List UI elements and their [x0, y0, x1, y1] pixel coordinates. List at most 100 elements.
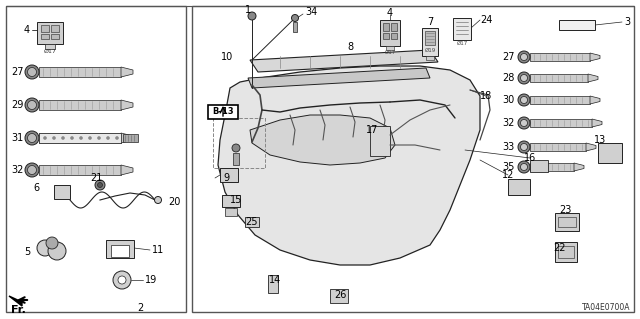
- Circle shape: [520, 120, 527, 127]
- Circle shape: [232, 144, 240, 152]
- Circle shape: [28, 68, 36, 77]
- Bar: [530, 53, 590, 61]
- Polygon shape: [586, 143, 596, 151]
- Bar: [225, 208, 237, 216]
- Circle shape: [518, 161, 530, 173]
- Bar: [192, 6, 634, 312]
- Bar: [555, 242, 577, 262]
- Bar: [453, 18, 471, 40]
- Polygon shape: [590, 96, 600, 104]
- Circle shape: [520, 75, 527, 81]
- Bar: [422, 28, 438, 56]
- Text: 33: 33: [503, 142, 515, 152]
- Bar: [383, 33, 389, 39]
- Text: 5: 5: [24, 247, 30, 257]
- Bar: [530, 119, 592, 127]
- Bar: [391, 23, 397, 31]
- Polygon shape: [121, 100, 133, 110]
- Text: 22: 22: [554, 243, 566, 253]
- Text: 17: 17: [366, 125, 378, 135]
- Text: 6: 6: [34, 183, 40, 193]
- Bar: [330, 289, 348, 303]
- Circle shape: [154, 197, 161, 204]
- Text: 27: 27: [12, 67, 24, 77]
- Text: 35: 35: [502, 162, 515, 172]
- Bar: [245, 217, 259, 227]
- Circle shape: [95, 180, 105, 190]
- Circle shape: [70, 136, 74, 140]
- Bar: [555, 213, 579, 231]
- Circle shape: [28, 100, 36, 109]
- Bar: [213, 118, 265, 168]
- Text: B-13: B-13: [212, 108, 234, 116]
- Bar: [425, 31, 435, 45]
- Bar: [370, 126, 390, 156]
- Text: 26: 26: [334, 290, 346, 300]
- Text: Ø17: Ø17: [44, 48, 56, 54]
- Bar: [268, 275, 278, 293]
- Circle shape: [518, 72, 530, 84]
- Text: 31: 31: [12, 133, 24, 143]
- Bar: [559, 20, 595, 30]
- Bar: [558, 217, 576, 227]
- Text: 11: 11: [152, 245, 164, 255]
- Circle shape: [25, 98, 39, 112]
- Bar: [508, 179, 530, 195]
- Circle shape: [118, 276, 126, 284]
- Text: 16: 16: [524, 153, 536, 163]
- Circle shape: [518, 117, 530, 129]
- Text: 28: 28: [502, 73, 515, 83]
- Polygon shape: [248, 68, 430, 88]
- Bar: [530, 96, 590, 104]
- Bar: [39, 165, 121, 175]
- Text: 29: 29: [12, 100, 24, 110]
- Bar: [54, 185, 70, 199]
- Circle shape: [61, 136, 65, 140]
- Text: 14: 14: [269, 275, 281, 285]
- Bar: [598, 143, 622, 163]
- Text: 32: 32: [502, 118, 515, 128]
- Bar: [123, 134, 138, 142]
- Polygon shape: [9, 296, 22, 306]
- Circle shape: [520, 144, 527, 151]
- Bar: [208, 105, 238, 119]
- Text: 25: 25: [246, 217, 259, 227]
- Bar: [39, 100, 121, 110]
- Text: 19: 19: [145, 275, 157, 285]
- Text: 13: 13: [594, 135, 606, 145]
- Text: 18: 18: [480, 91, 492, 101]
- Text: 12: 12: [502, 170, 514, 180]
- Text: 3: 3: [624, 17, 630, 27]
- Text: 7: 7: [427, 17, 433, 27]
- Bar: [51, 34, 59, 39]
- Circle shape: [79, 136, 83, 140]
- Text: 24: 24: [480, 15, 492, 25]
- Text: Ø17: Ø17: [456, 41, 468, 46]
- Circle shape: [520, 164, 527, 170]
- Bar: [426, 56, 434, 60]
- Bar: [45, 44, 55, 49]
- Bar: [39, 133, 121, 143]
- Bar: [293, 21, 297, 32]
- Bar: [106, 240, 134, 258]
- Polygon shape: [121, 67, 133, 77]
- Text: 20: 20: [168, 197, 180, 207]
- Text: 1: 1: [245, 5, 251, 15]
- Text: 4: 4: [24, 25, 30, 35]
- Text: 34: 34: [305, 7, 317, 17]
- Circle shape: [520, 54, 527, 61]
- Bar: [41, 25, 49, 32]
- Polygon shape: [590, 53, 600, 61]
- Circle shape: [44, 136, 47, 140]
- Bar: [380, 20, 400, 46]
- Circle shape: [97, 182, 102, 188]
- Polygon shape: [121, 165, 133, 175]
- Text: Ø19: Ø19: [424, 48, 436, 53]
- Polygon shape: [121, 133, 133, 143]
- Polygon shape: [250, 115, 395, 165]
- Polygon shape: [592, 119, 602, 127]
- Text: 23: 23: [559, 205, 571, 215]
- Text: 30: 30: [503, 95, 515, 105]
- Text: 4: 4: [387, 8, 393, 18]
- Circle shape: [28, 133, 36, 143]
